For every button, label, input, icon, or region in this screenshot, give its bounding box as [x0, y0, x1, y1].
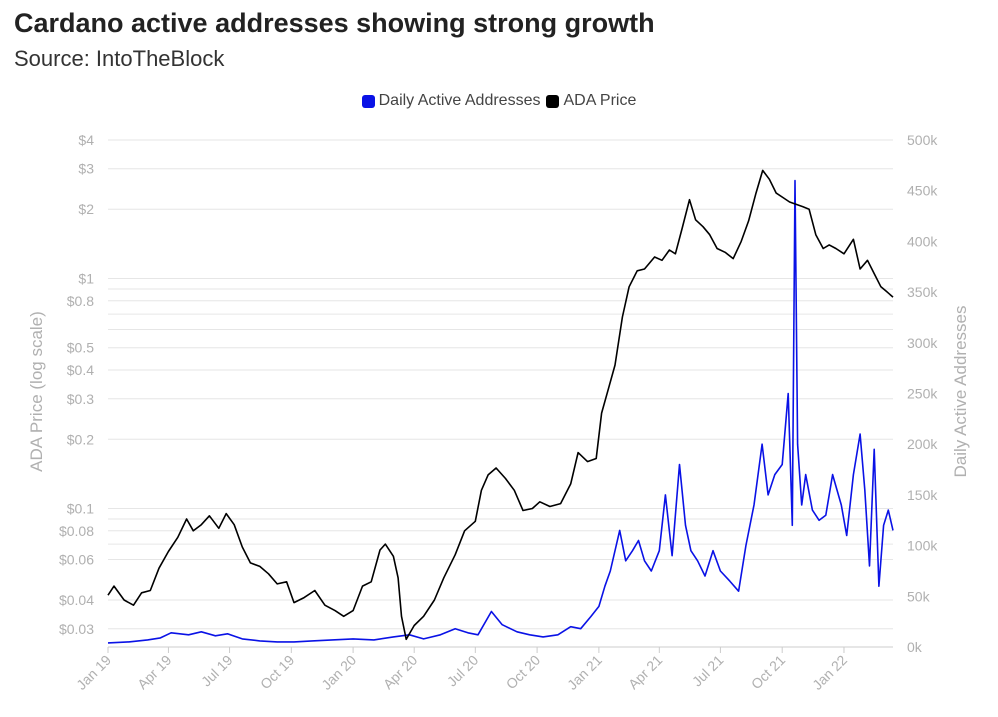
series-line-daily-active-addresses [107, 179, 894, 644]
x-tick-label: Jul 20 [444, 652, 482, 690]
legend: Daily Active Addresses ADA Price [0, 92, 998, 110]
x-tick-label: Jan 19 [73, 652, 114, 693]
right-tick-label: 300k [907, 335, 938, 351]
right-tick-label: 0k [907, 639, 923, 655]
right-tick-label: 250k [907, 386, 938, 402]
left-tick-label: $0.06 [59, 552, 94, 568]
left-axis-ticks: $0.03 $0.04 $0.06 $0.08 $0.1 $0.2 $0.3 $0.4 $0.5… [59, 132, 94, 637]
left-tick-label: $0.5 [67, 340, 94, 356]
left-tick-label: $1 [78, 270, 94, 286]
legend-item-ada-price[interactable]: ADA Price [546, 92, 636, 110]
x-tick-label: Oct 21 [748, 652, 789, 693]
x-tick-label: Jul 19 [198, 652, 236, 690]
right-tick-label: 150k [907, 487, 938, 503]
chart-title: Cardano active addresses showing strong … [14, 8, 655, 38]
legend-item-daily-active-addresses[interactable]: Daily Active Addresses [361, 92, 541, 110]
x-tick-label: Jan 21 [564, 652, 605, 693]
left-tick-label: $0.03 [59, 621, 94, 637]
left-tick-label: $0.04 [59, 592, 94, 608]
x-tick-label: Apr 21 [625, 652, 666, 693]
right-axis-ticks: 0k 50k 100k 150k 200k 250k 300k 350k 400k 450k 500… [907, 132, 938, 655]
right-tick-label: 50k [907, 588, 931, 604]
legend-swatch-ada-price [546, 94, 560, 108]
right-tick-label: 350k [907, 284, 938, 300]
x-axis-ticks: Jan 19 Apr 19 Jul 19 Oct 19 Jan 20 Apr 20 Jul … [73, 647, 850, 693]
left-tick-label: $0.3 [67, 391, 94, 407]
legend-label-daily-active-addresses: Daily Active Addresses [378, 92, 541, 109]
left-tick-label: $0.4 [67, 362, 94, 378]
x-tick-label: Apr 20 [380, 652, 421, 693]
left-tick-label: $0.1 [67, 501, 94, 517]
left-tick-label: $0.2 [67, 431, 94, 447]
x-tick-label: Apr 19 [134, 652, 175, 693]
right-tick-label: 450k [907, 183, 938, 199]
x-tick-label: Jan 22 [809, 652, 850, 693]
legend-swatch-daily-active-addresses [361, 94, 375, 108]
right-tick-label: 400k [907, 233, 938, 249]
series-layer [107, 169, 894, 644]
x-tick-label: Oct 19 [257, 652, 298, 693]
chart-subtitle: Source: IntoTheBlock [14, 46, 225, 71]
left-tick-label: $3 [78, 161, 94, 177]
gridlines [108, 139, 893, 648]
right-axis-title: Daily Active Addresses [951, 306, 970, 478]
right-tick-label: 200k [907, 436, 938, 452]
right-tick-label: 500k [907, 132, 938, 148]
x-tick-label: Jan 20 [318, 652, 359, 693]
right-tick-label: 100k [907, 538, 938, 554]
left-tick-label: $0.8 [67, 293, 94, 309]
left-tick-label: $0.08 [59, 523, 94, 539]
left-tick-label: $2 [78, 201, 94, 217]
left-tick-label: $4 [78, 132, 94, 148]
legend-label-ada-price: ADA Price [563, 92, 637, 109]
series-line-ada-price [107, 169, 894, 641]
left-axis-title: ADA Price (log scale) [27, 311, 46, 472]
x-tick-label: Jul 21 [689, 652, 727, 690]
x-tick-label: Oct 20 [503, 652, 544, 693]
